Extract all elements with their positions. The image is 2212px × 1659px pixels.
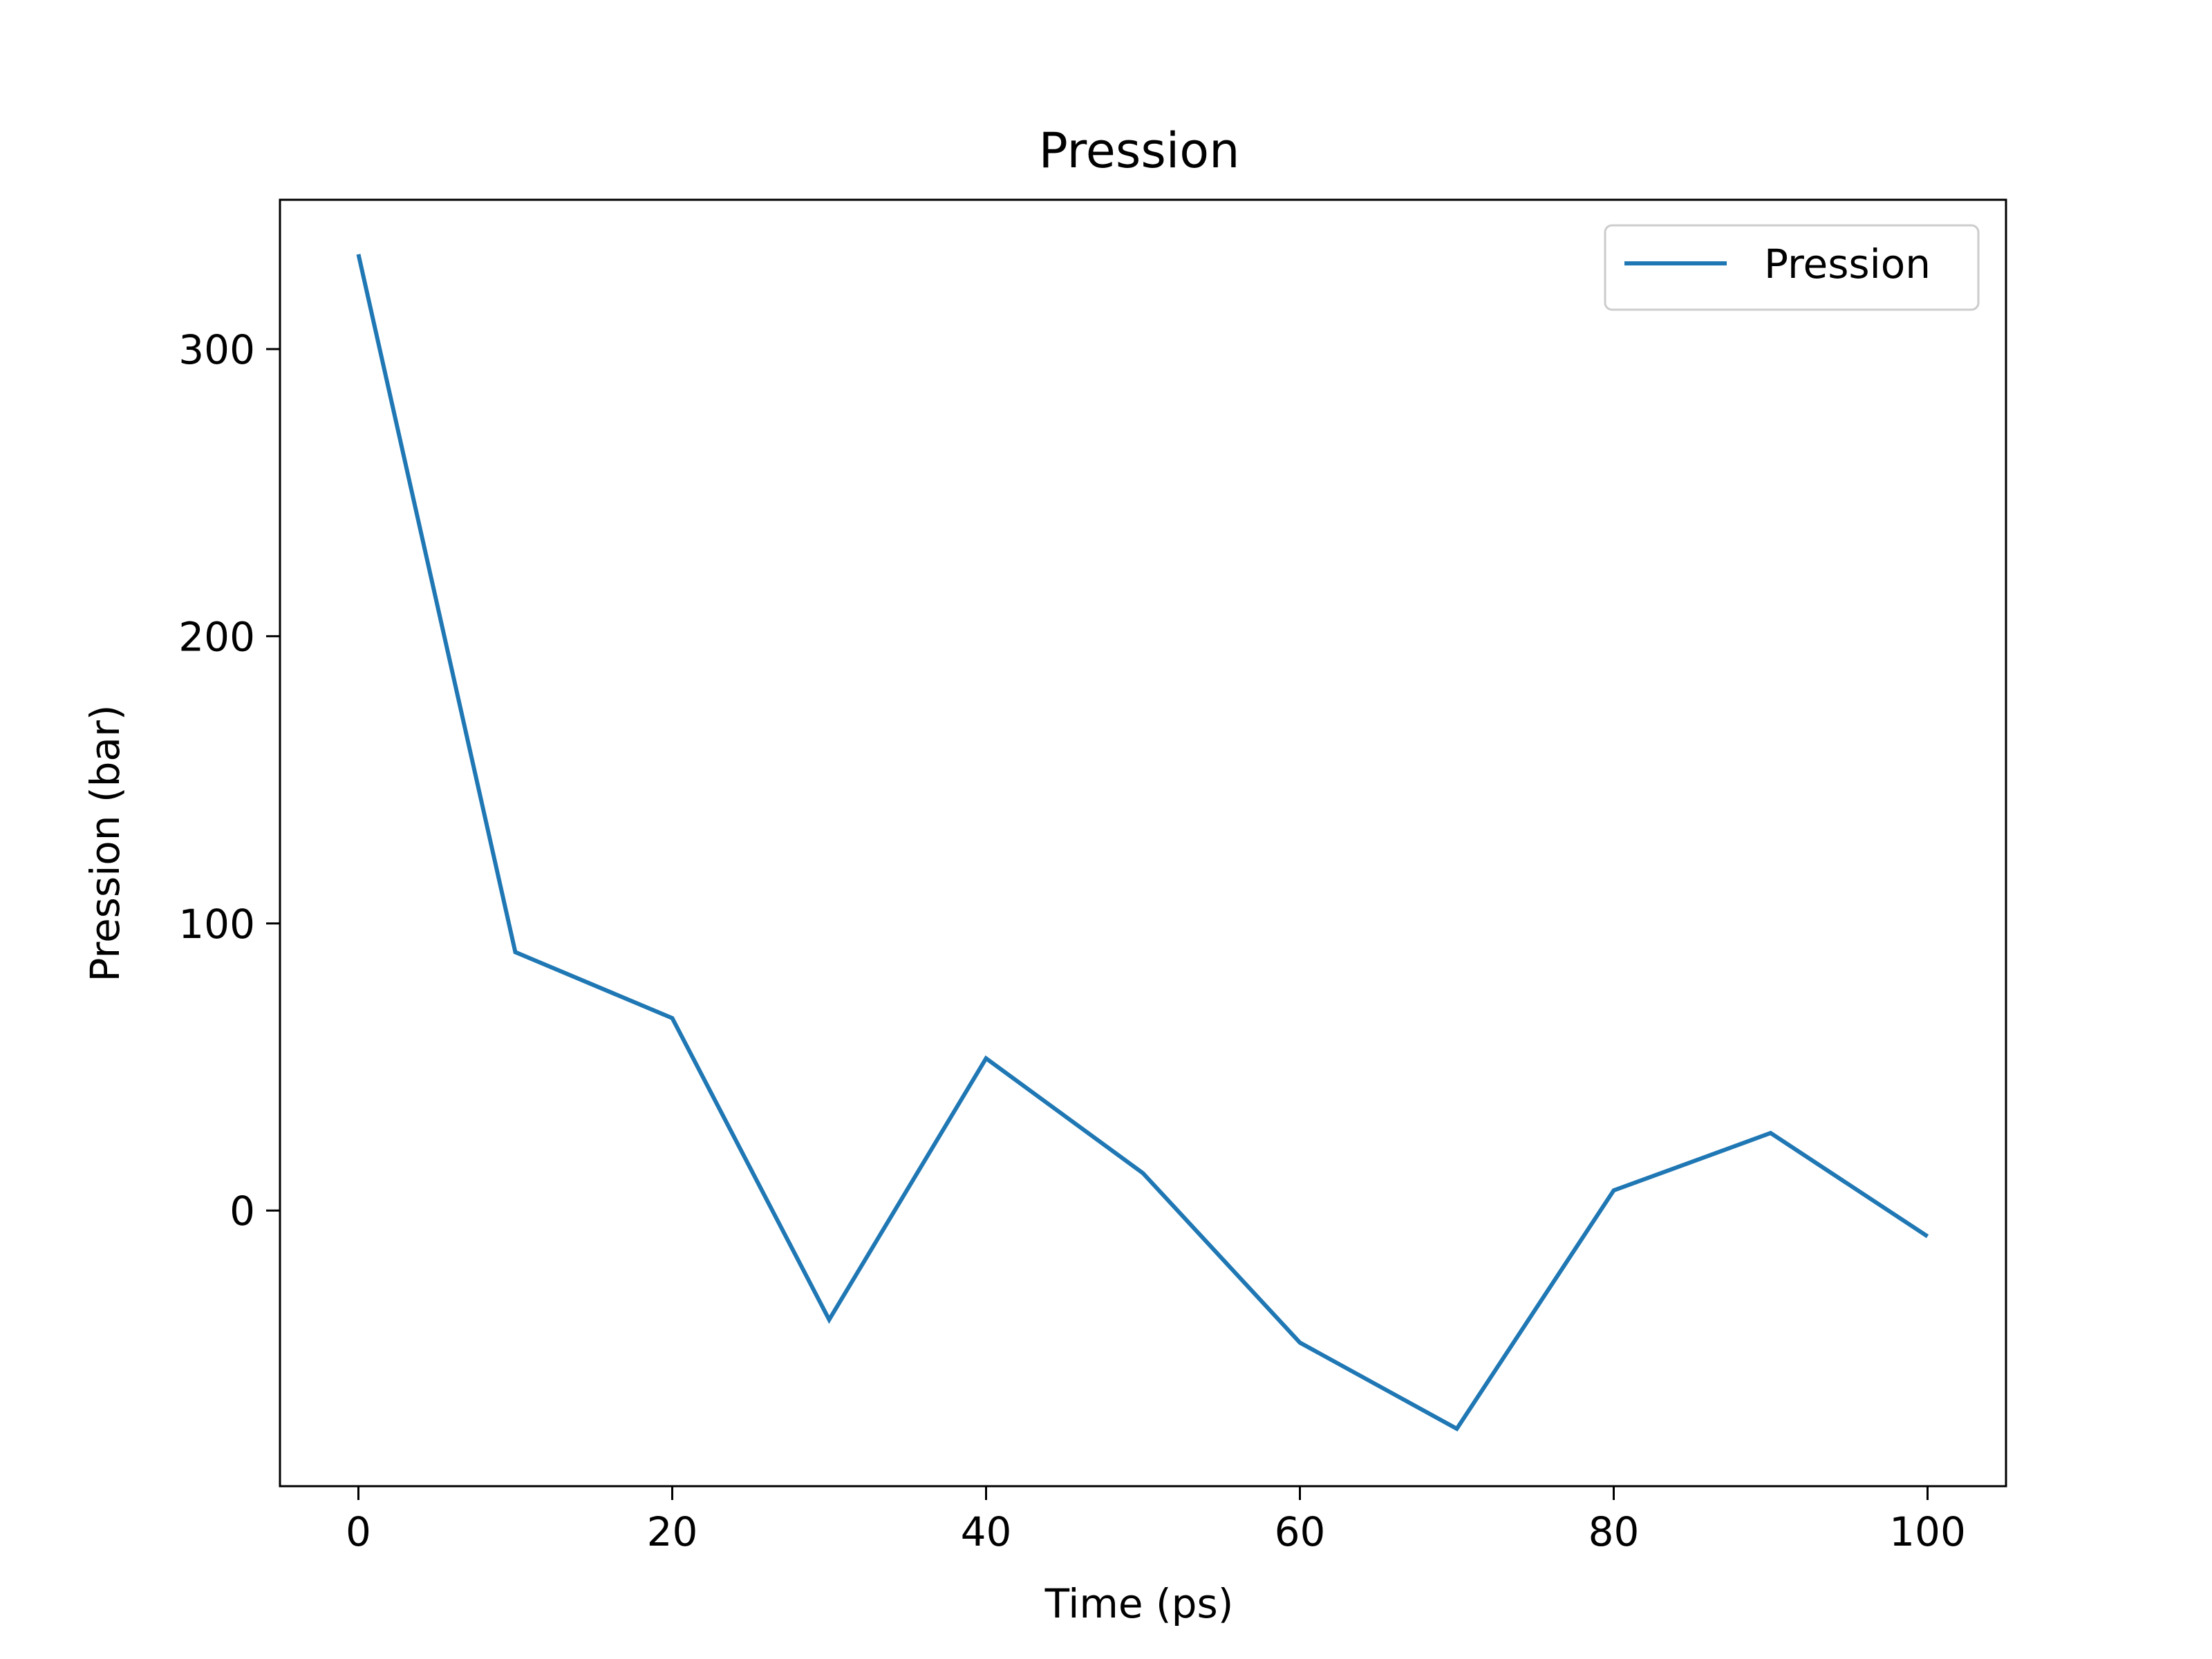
chart-title: Pression xyxy=(1039,122,1240,179)
x-tick-label: 100 xyxy=(1889,1508,1966,1555)
legend-box xyxy=(1604,224,1980,311)
x-tick-label: 60 xyxy=(1275,1508,1326,1555)
plot-area xyxy=(356,254,1929,1432)
axes-frame xyxy=(279,198,2007,1488)
y-tick-label: 300 xyxy=(178,326,255,373)
x-axis: 0 20 40 60 80 100 xyxy=(346,1486,1966,1555)
x-tick-label: 20 xyxy=(647,1508,698,1555)
x-tick-label: 0 xyxy=(346,1508,371,1555)
x-tick-label: 80 xyxy=(1588,1508,1640,1555)
y-axis: 0 100 200 300 xyxy=(178,326,280,1235)
y-tick-label: 0 xyxy=(229,1188,255,1235)
legend: Pression xyxy=(1604,224,1980,311)
y-axis-label: Pression (bar) xyxy=(82,705,129,982)
x-tick-label: 40 xyxy=(961,1508,1012,1555)
legend-label-pression: Pression xyxy=(1764,241,1931,288)
x-axis-label: Time (ps) xyxy=(1044,1580,1234,1627)
y-tick-label: 200 xyxy=(178,613,255,660)
y-tick-label: 100 xyxy=(178,901,255,948)
series-line-pression xyxy=(356,254,1929,1432)
